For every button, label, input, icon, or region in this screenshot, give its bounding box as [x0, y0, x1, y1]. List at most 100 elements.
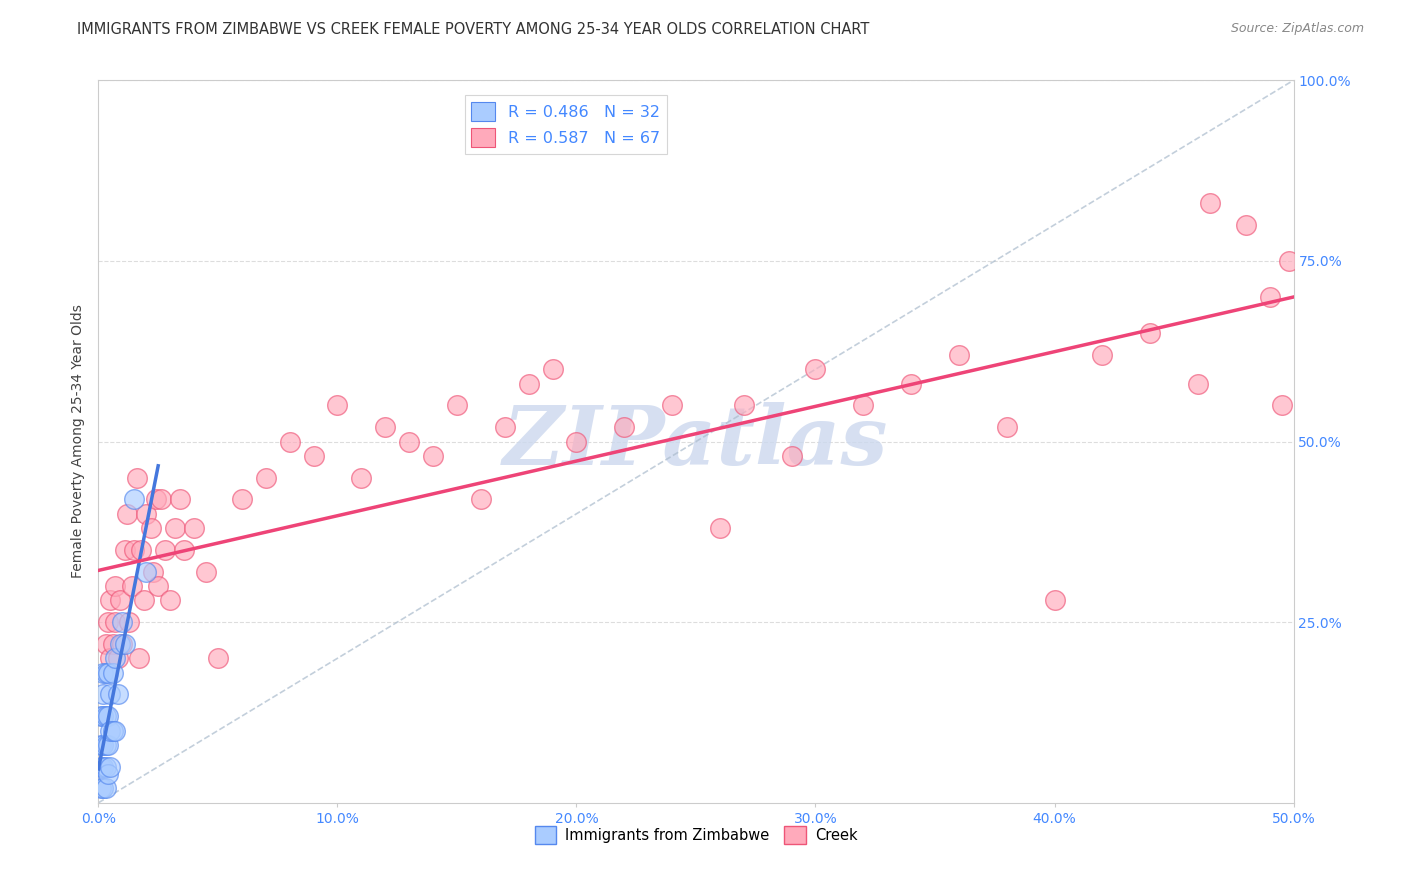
Point	[470, 492, 492, 507]
Point	[94, 665, 117, 680]
Point	[111, 615, 134, 630]
Point	[125, 470, 148, 484]
Point	[948, 348, 970, 362]
Point	[733, 398, 755, 412]
Text: ZIPatlas: ZIPatlas	[503, 401, 889, 482]
Point	[108, 593, 131, 607]
Point	[900, 376, 922, 391]
Point	[97, 665, 120, 680]
Point	[195, 565, 218, 579]
Point	[422, 449, 444, 463]
Point	[97, 615, 120, 630]
Point	[494, 420, 516, 434]
Point	[90, 709, 112, 723]
Point	[139, 521, 162, 535]
Point	[278, 434, 301, 449]
Point	[104, 651, 127, 665]
Point	[804, 362, 827, 376]
Point	[94, 637, 117, 651]
Point	[114, 637, 136, 651]
Point	[128, 651, 150, 665]
Point	[94, 738, 117, 752]
Point	[302, 449, 325, 463]
Point	[169, 492, 191, 507]
Point	[207, 651, 229, 665]
Point	[135, 507, 157, 521]
Point	[155, 542, 177, 557]
Point	[163, 521, 186, 535]
Point	[98, 651, 122, 665]
Legend: Immigrants from Zimbabwe, Creek: Immigrants from Zimbabwe, Creek	[529, 821, 863, 850]
Point	[118, 615, 141, 630]
Point	[98, 760, 122, 774]
Point	[104, 615, 127, 630]
Point	[326, 398, 349, 412]
Point	[91, 738, 114, 752]
Point	[132, 593, 155, 607]
Point	[101, 723, 124, 738]
Point	[613, 420, 636, 434]
Point	[91, 687, 114, 701]
Point	[541, 362, 564, 376]
Text: IMMIGRANTS FROM ZIMBABWE VS CREEK FEMALE POVERTY AMONG 25-34 YEAR OLDS CORRELATI: IMMIGRANTS FROM ZIMBABWE VS CREEK FEMALE…	[77, 22, 870, 37]
Point	[517, 376, 540, 391]
Point	[709, 521, 731, 535]
Point	[231, 492, 253, 507]
Point	[94, 760, 117, 774]
Point	[148, 579, 170, 593]
Point	[91, 760, 114, 774]
Point	[131, 542, 153, 557]
Point	[780, 449, 803, 463]
Point	[1234, 218, 1257, 232]
Point	[108, 637, 131, 651]
Point	[135, 565, 157, 579]
Point	[142, 565, 165, 579]
Point	[115, 507, 138, 521]
Point	[1271, 398, 1294, 412]
Y-axis label: Female Poverty Among 25-34 Year Olds: Female Poverty Among 25-34 Year Olds	[72, 304, 86, 579]
Point	[91, 665, 114, 680]
Point	[1199, 196, 1222, 211]
Point	[1258, 290, 1281, 304]
Point	[446, 398, 468, 412]
Point	[254, 470, 277, 484]
Point	[121, 579, 143, 593]
Point	[173, 542, 195, 557]
Point	[98, 687, 122, 701]
Point	[565, 434, 588, 449]
Point	[104, 579, 127, 593]
Point	[114, 542, 136, 557]
Point	[111, 637, 134, 651]
Point	[90, 738, 112, 752]
Point	[90, 781, 112, 796]
Point	[661, 398, 683, 412]
Point	[98, 593, 122, 607]
Point	[98, 723, 122, 738]
Point	[97, 738, 120, 752]
Point	[94, 709, 117, 723]
Point	[350, 470, 373, 484]
Point	[995, 420, 1018, 434]
Point	[124, 542, 146, 557]
Point	[159, 593, 181, 607]
Point	[124, 492, 146, 507]
Point	[94, 781, 117, 796]
Point	[149, 492, 172, 507]
Point	[852, 398, 875, 412]
Point	[97, 767, 120, 781]
Point	[398, 434, 420, 449]
Point	[107, 651, 129, 665]
Point	[91, 709, 114, 723]
Point	[1278, 253, 1301, 268]
Point	[1091, 348, 1114, 362]
Point	[374, 420, 396, 434]
Point	[1187, 376, 1209, 391]
Text: Source: ZipAtlas.com: Source: ZipAtlas.com	[1230, 22, 1364, 36]
Point	[145, 492, 167, 507]
Point	[91, 781, 114, 796]
Point	[90, 760, 112, 774]
Point	[107, 687, 129, 701]
Point	[1139, 326, 1161, 340]
Point	[101, 665, 124, 680]
Point	[101, 637, 124, 651]
